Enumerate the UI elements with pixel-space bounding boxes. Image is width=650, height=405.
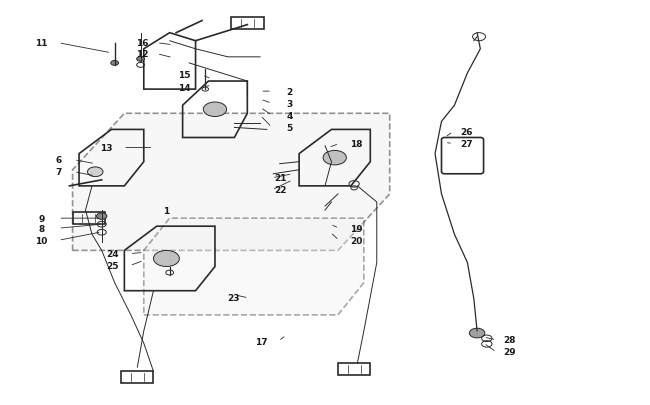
Circle shape bbox=[323, 151, 346, 166]
Text: 18: 18 bbox=[350, 140, 362, 149]
Text: 19: 19 bbox=[350, 224, 363, 233]
Text: 27: 27 bbox=[460, 140, 473, 149]
Text: 10: 10 bbox=[35, 236, 47, 245]
Bar bbox=[338, 363, 370, 375]
Text: 25: 25 bbox=[107, 262, 119, 271]
Text: 14: 14 bbox=[177, 83, 190, 92]
Text: 17: 17 bbox=[255, 337, 268, 346]
Polygon shape bbox=[144, 219, 364, 315]
Text: 11: 11 bbox=[35, 39, 47, 48]
Text: 9: 9 bbox=[38, 214, 45, 223]
Circle shape bbox=[136, 57, 144, 62]
Text: 12: 12 bbox=[136, 50, 149, 59]
Text: 29: 29 bbox=[503, 347, 515, 357]
Polygon shape bbox=[73, 114, 390, 251]
Circle shape bbox=[153, 251, 179, 267]
Text: 20: 20 bbox=[350, 236, 362, 245]
Circle shape bbox=[111, 61, 118, 66]
Bar bbox=[231, 17, 263, 30]
Text: 4: 4 bbox=[286, 111, 292, 121]
Text: 21: 21 bbox=[275, 174, 287, 183]
Text: 23: 23 bbox=[227, 294, 239, 303]
Circle shape bbox=[469, 328, 485, 338]
Text: 2: 2 bbox=[286, 87, 292, 96]
Text: 13: 13 bbox=[100, 144, 112, 153]
Text: 1: 1 bbox=[163, 206, 170, 215]
Text: 8: 8 bbox=[38, 224, 45, 233]
Text: 7: 7 bbox=[55, 168, 62, 177]
Text: 15: 15 bbox=[177, 71, 190, 80]
Circle shape bbox=[203, 103, 227, 117]
Circle shape bbox=[97, 213, 107, 220]
Text: 22: 22 bbox=[275, 186, 287, 195]
Circle shape bbox=[88, 168, 103, 177]
Text: 6: 6 bbox=[55, 156, 62, 165]
Bar bbox=[121, 371, 153, 384]
Text: 28: 28 bbox=[503, 336, 515, 345]
Text: 3: 3 bbox=[286, 100, 292, 109]
Text: 16: 16 bbox=[136, 39, 149, 48]
Text: 5: 5 bbox=[286, 124, 292, 132]
Bar bbox=[73, 213, 105, 225]
Text: 26: 26 bbox=[460, 128, 473, 136]
Text: 24: 24 bbox=[107, 249, 119, 258]
